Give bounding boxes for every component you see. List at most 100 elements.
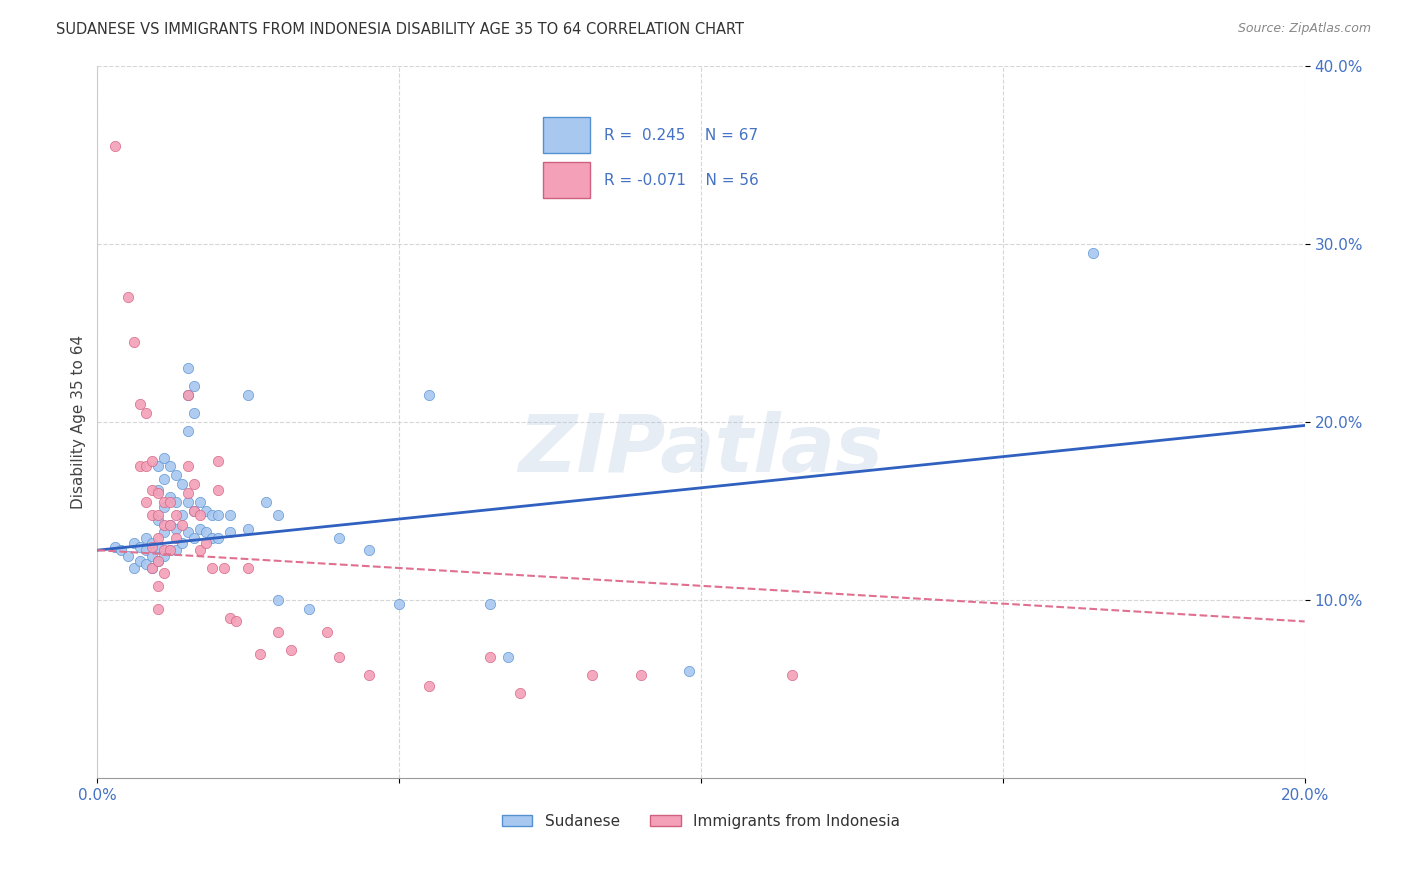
Point (219, 611, 242, 625)
Point (780, 668, 803, 682)
Point (177, 459, 200, 474)
Point (195, 525, 218, 540)
Point (201, 531, 224, 545)
Point (128, 459, 150, 474)
Point (207, 454, 229, 468)
Point (152, 518, 174, 533)
Point (141, 508, 163, 522)
Point (146, 579, 169, 593)
Point (177, 486, 200, 500)
Point (128, 540, 150, 554)
Point (478, 597, 501, 611)
Point (141, 454, 163, 468)
Point (170, 508, 193, 522)
Point (141, 540, 163, 554)
Point (122, 561, 145, 575)
Point (141, 549, 163, 563)
Point (152, 566, 174, 581)
Point (177, 424, 200, 438)
Point (159, 490, 181, 504)
Point (201, 561, 224, 575)
Point (146, 486, 169, 500)
Point (177, 388, 200, 402)
Point (146, 602, 169, 616)
Point (170, 536, 193, 550)
Point (146, 554, 169, 568)
Point (249, 647, 271, 661)
Y-axis label: Disability Age 35 to 64: Disability Age 35 to 64 (72, 334, 86, 509)
Point (254, 495, 277, 509)
Point (207, 508, 229, 522)
Point (141, 561, 163, 575)
Text: SUDANESE VS IMMIGRANTS FROM INDONESIA DISABILITY AGE 35 TO 64 CORRELATION CHART: SUDANESE VS IMMIGRANTS FROM INDONESIA DI… (56, 22, 744, 37)
Point (135, 495, 157, 509)
Point (159, 459, 181, 474)
Point (141, 483, 163, 497)
Point (135, 558, 157, 572)
Point (183, 531, 205, 545)
Point (1083, 245, 1105, 260)
Point (388, 597, 411, 611)
Point (122, 334, 145, 349)
Point (678, 665, 700, 679)
Point (117, 290, 139, 304)
Point (152, 543, 174, 558)
Point (152, 525, 174, 540)
Point (280, 643, 302, 657)
Point (128, 554, 150, 568)
Text: ZIPatlas: ZIPatlas (519, 411, 883, 490)
Point (146, 508, 169, 522)
Point (104, 138, 127, 153)
Point (159, 495, 181, 509)
Point (267, 625, 290, 640)
Point (188, 543, 211, 558)
Point (328, 531, 350, 545)
Point (152, 549, 174, 563)
Point (238, 388, 260, 402)
Point (165, 531, 187, 545)
Point (159, 543, 181, 558)
Point (509, 686, 531, 700)
Point (219, 508, 242, 522)
Point (165, 508, 187, 522)
Legend: Sudanese, Immigrants from Indonesia: Sudanese, Immigrants from Indonesia (496, 807, 907, 835)
Point (418, 679, 440, 693)
Point (177, 525, 200, 540)
Point (146, 483, 169, 497)
Point (122, 536, 145, 550)
Point (183, 504, 205, 518)
Point (195, 504, 218, 518)
Point (207, 483, 229, 497)
Point (135, 543, 157, 558)
Point (159, 518, 181, 533)
Point (152, 472, 174, 486)
Point (238, 522, 260, 536)
Point (165, 468, 187, 483)
Point (177, 388, 200, 402)
Text: Source: ZipAtlas.com: Source: ZipAtlas.com (1237, 22, 1371, 36)
Point (188, 508, 211, 522)
Point (177, 495, 200, 509)
Point (195, 536, 218, 550)
Point (135, 531, 157, 545)
Point (135, 406, 157, 420)
Point (165, 495, 187, 509)
Point (207, 531, 229, 545)
Point (630, 668, 652, 682)
Point (418, 388, 440, 402)
Point (170, 477, 193, 491)
Point (141, 536, 163, 550)
Point (357, 543, 380, 558)
Point (225, 615, 247, 629)
Point (478, 650, 501, 665)
Point (146, 459, 169, 474)
Point (183, 379, 205, 393)
Point (128, 397, 150, 411)
Point (159, 543, 181, 558)
Point (238, 561, 260, 575)
Point (328, 650, 350, 665)
Point (152, 495, 174, 509)
Point (188, 522, 211, 536)
Point (496, 650, 519, 665)
Point (357, 668, 380, 682)
